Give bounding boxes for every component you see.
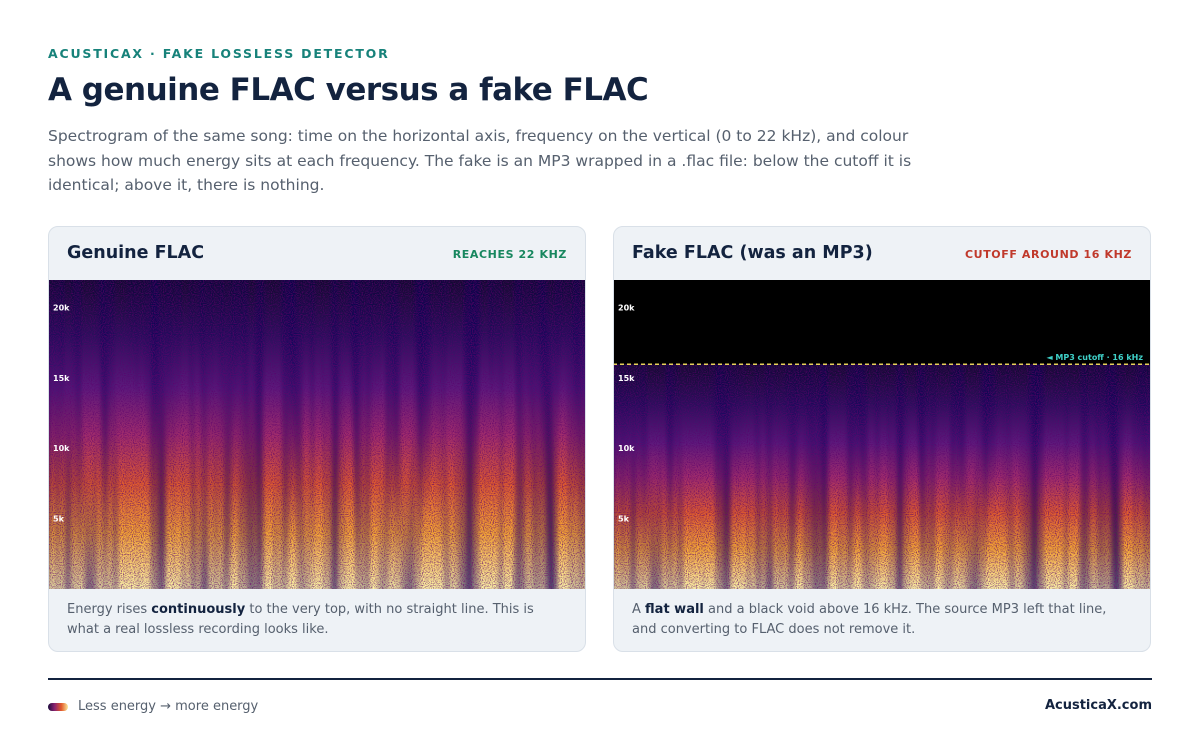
panel-title: Genuine FLAC xyxy=(67,243,205,263)
panel-header: Genuine FLAC REACHES 22 KHZ xyxy=(49,227,585,280)
caption-text: to the very top, with no straight line. … xyxy=(67,602,534,637)
panel-title: Fake FLAC (was an MP3) xyxy=(632,243,873,263)
panel: Fake FLAC (was an MP3) CUTOFF AROUND 16 K… xyxy=(613,226,1151,652)
freq-label: 5k xyxy=(53,514,65,523)
caption-strong: flat wall xyxy=(645,602,704,617)
freq-label: 10k xyxy=(53,444,70,453)
freq-label: 10k xyxy=(618,444,635,453)
spectrogram: 20k 15k 10k 5k ◄ MP3 cutoff · 16 kHz xyxy=(614,280,1150,589)
panel: Genuine FLAC REACHES 22 KHZ 20k 15k 10k 5k Ene… xyxy=(48,226,586,652)
title: A genuine FLAC versus a fake FLAC xyxy=(48,72,649,108)
spectrogram: 20k 15k 10k 5k xyxy=(49,280,585,589)
freq-label: 20k xyxy=(53,304,70,313)
caption-text: Energy rises xyxy=(67,602,152,617)
freq-label: 5k xyxy=(618,514,630,523)
panel-header: Fake FLAC (was an MP3) CUTOFF AROUND 16 K… xyxy=(614,227,1150,280)
legend-text: Less energy → more energy xyxy=(78,699,259,714)
freq-label: 15k xyxy=(618,374,635,383)
caption-text: and a black void above 16 kHz. The sourc… xyxy=(632,602,1107,637)
freq-label: 20k xyxy=(618,304,635,313)
legend: Less energy → more energy xyxy=(48,699,258,714)
eyebrow: ACUSTICAX · FAKE LOSSLESS DETECTOR xyxy=(48,46,390,61)
texture xyxy=(49,280,585,589)
brand: AcusticaX.com xyxy=(1044,698,1152,713)
panel-badge: REACHES 22 KHZ xyxy=(452,248,567,261)
legend-swatch xyxy=(48,702,68,711)
panel-caption: A flat wall and a black void above 16 kH… xyxy=(614,589,1150,640)
caption-text: A xyxy=(632,602,646,617)
panel-badge: CUTOFF AROUND 16 KHZ xyxy=(965,248,1132,261)
panel-caption: Energy rises continuously to the very to… xyxy=(49,589,585,640)
caption-strong: continuously xyxy=(151,602,246,617)
freq-label: 15k xyxy=(53,374,70,383)
texture xyxy=(614,364,1150,589)
description: Spectrogram of the same song: time on th… xyxy=(48,127,912,194)
divider xyxy=(48,678,1152,680)
cutoff-label: ◄ MP3 cutoff · 16 kHz xyxy=(1046,353,1143,362)
